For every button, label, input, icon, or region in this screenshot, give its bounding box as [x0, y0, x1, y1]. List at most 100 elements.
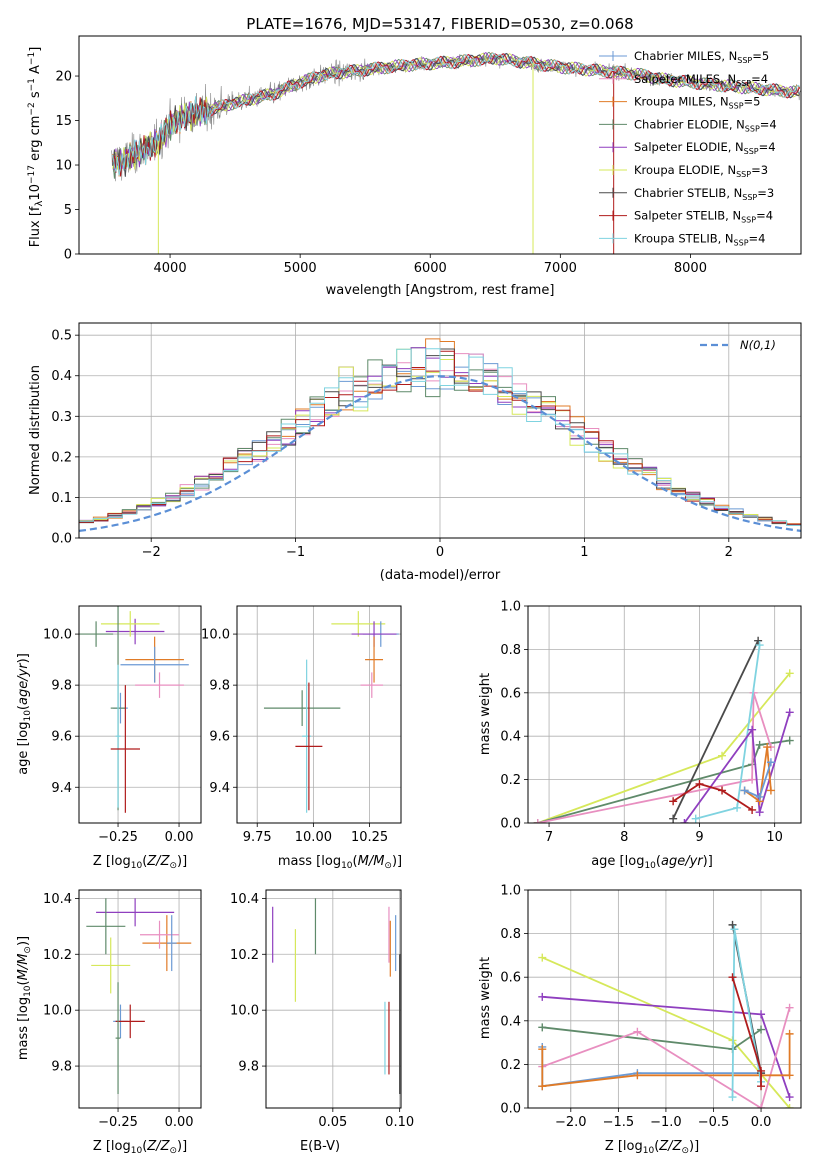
x-tick-label: 0 [436, 545, 444, 560]
axes-frame [265, 889, 402, 1109]
legend-subscript: SSP [736, 170, 751, 179]
x-tick-label: −2 [142, 545, 161, 560]
weight-age-marker [718, 786, 727, 795]
axes-frame [78, 605, 202, 824]
weight-z-marker [728, 920, 737, 929]
hist-plot-area [79, 338, 801, 532]
y-tick-label: 10.4 [230, 892, 259, 907]
mass-weight-vs-metallicity-panel: Z [log10(Z/Z⊙)] mass weight −2.0 −1.5 −1.0… [478, 884, 802, 1156]
weight-age-line [672, 640, 759, 820]
y-tick-label: 10.0 [43, 1004, 72, 1019]
weight-age-line [672, 782, 753, 811]
y-tick-label: 15 [55, 114, 72, 129]
y-tick-label: 0.8 [500, 927, 521, 942]
errorbar-plot-area [86, 898, 192, 1095]
mass-weight-vs-age-panel: age [log10(age/yr)] mass weight 7 8 9 10 0.0… [478, 600, 802, 871]
y-tick-label: 9.8 [51, 679, 72, 694]
weight-age-marker [718, 751, 727, 760]
x-tick-label: 6000 [414, 261, 447, 276]
p3-xlabel: mass [log10(M/M⊙)] [278, 854, 402, 871]
weight-z-marker [785, 1003, 794, 1012]
weight-z-marker [538, 953, 547, 962]
x-tick-label: −0.25 [98, 830, 138, 845]
x-tick-label: 4000 [154, 261, 187, 276]
y-tick-label: 9.6 [51, 730, 72, 745]
legend-count: =4 [756, 209, 773, 223]
legend-subscript: SSP [745, 124, 760, 133]
x-tick-label: −1.5 [603, 1115, 635, 1130]
y-tick-label: 0.5 [51, 329, 72, 344]
model-spectrum-line [112, 53, 801, 177]
normal-curve [79, 375, 801, 532]
y-tick-label: 5 [64, 203, 72, 218]
line-plot-area [538, 920, 794, 1108]
weight-age-marker [755, 808, 764, 817]
weight-age-marker [755, 740, 764, 749]
legend-entry: N(0,1) [740, 338, 776, 352]
y-tick-label: 0.8 [500, 643, 521, 658]
x-tick-label: 0.10 [385, 1115, 414, 1130]
y-tick-label: 0.4 [500, 730, 521, 745]
legend-subscript: SSP [736, 79, 751, 88]
weight-z-marker [633, 1027, 642, 1036]
weight-z-marker [633, 1071, 642, 1080]
y-tick-label: 10.0 [230, 1004, 259, 1019]
x-tick-label: 10.00 [295, 830, 332, 845]
axes-frame [78, 35, 802, 255]
weight-z-marker [538, 1082, 547, 1091]
y-tick-label: 10.0 [43, 628, 72, 643]
y-tick-label: 0.1 [51, 491, 72, 506]
y-tick-label: 0.3 [51, 410, 72, 425]
weight-z-marker [730, 925, 739, 934]
y-tick-label: 10.4 [43, 892, 72, 907]
x-tick-label: 8 [620, 830, 628, 845]
p6-xlabel: E(B-V) [300, 1139, 340, 1154]
x-tick-label: 2 [725, 545, 733, 560]
axes-frame [236, 605, 402, 824]
legend-count: =5 [752, 49, 769, 63]
legend-subscript: SSP [737, 56, 752, 65]
weight-z-line [541, 1007, 791, 1108]
weight-age-marker [785, 669, 794, 678]
spectrum-panel: PLATE=1676, MJD=53147, FIBERID=0530, z=0… [27, 15, 802, 298]
weight-age-line [537, 739, 790, 823]
p4-xlabel: age [log10(age/yr)] [591, 854, 713, 871]
x-tick-label: 7000 [544, 261, 577, 276]
legend-count: =4 [760, 117, 777, 131]
x-tick-label: −2.0 [555, 1115, 587, 1130]
weight-age-marker [733, 803, 742, 812]
weight-age-marker [748, 775, 757, 784]
y-tick-label: 10.0 [201, 628, 230, 643]
axes-frame [78, 322, 802, 539]
weight-age-line [537, 692, 772, 823]
legend-entry: Chabrier STELIB, NSSP=3 [634, 186, 774, 202]
y-tick-label: 9.4 [51, 781, 72, 796]
spectrum-title: PLATE=1676, MJD=53147, FIBERID=0530, z=0… [246, 15, 633, 33]
y-tick-label: 10 [55, 159, 72, 174]
legend-count: =4 [749, 231, 766, 245]
p7-ylabel: mass weight [478, 957, 493, 1039]
weight-age-marker [748, 725, 757, 734]
legend-entry: Salpeter MILES, NSSP=4 [634, 72, 768, 88]
weight-z-marker [757, 1082, 766, 1091]
legend-entry: Chabrier ELODIE, NSSP=4 [634, 117, 777, 133]
y-tick-label: 10.2 [230, 948, 259, 963]
grid-lines [79, 890, 201, 1108]
legend-count: =5 [744, 95, 761, 109]
axes-frame [527, 605, 802, 824]
model-spectrum-line [112, 52, 801, 176]
spectrum-legend: Chabrier MILES, NSSP=5 Salpeter MILES, NS… [599, 49, 777, 247]
weight-z-marker [757, 1025, 766, 1034]
residual-histogram-step [79, 348, 801, 527]
weight-age-marker [754, 636, 763, 645]
weight-age-marker [695, 779, 704, 788]
weight-z-marker [757, 1010, 766, 1019]
x-tick-label: 10.25 [351, 830, 388, 845]
weight-age-marker [755, 641, 764, 650]
mass-vs-metallicity-panel: Z [log10(Z/Z⊙)] mass [log10(M/M⊙)] −0.25… [16, 889, 202, 1156]
weight-z-line [541, 1047, 761, 1088]
y-tick-label: 0.2 [500, 1058, 521, 1073]
axes-frame [78, 889, 202, 1109]
weight-age-marker [755, 792, 764, 801]
